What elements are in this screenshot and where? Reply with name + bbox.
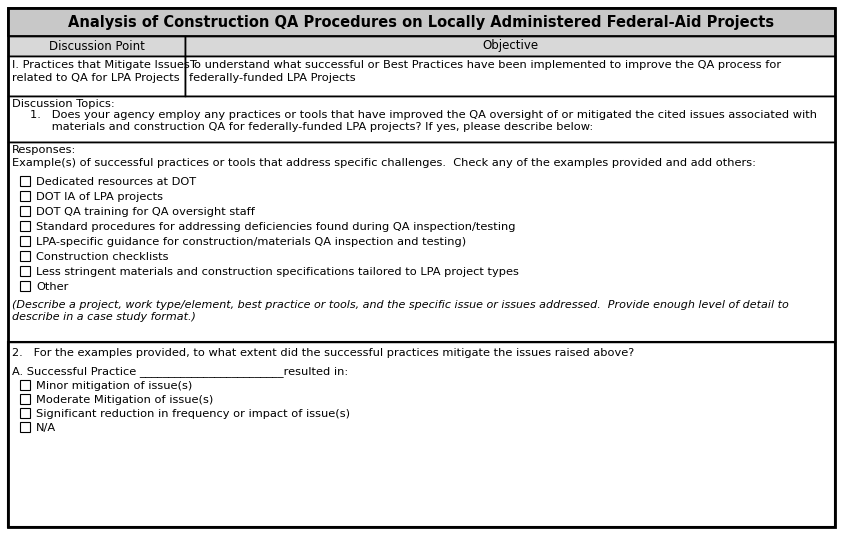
Text: 1.   Does your agency employ any practices or tools that have improved the QA ov: 1. Does your agency employ any practices… <box>30 110 817 120</box>
Text: To understand what successful or Best Practices have been implemented to improve: To understand what successful or Best Pr… <box>189 60 781 83</box>
Text: LPA-specific guidance for construction/materials QA inspection and testing): LPA-specific guidance for construction/m… <box>36 237 466 247</box>
Text: Objective: Objective <box>482 39 538 52</box>
Text: Moderate Mitigation of issue(s): Moderate Mitigation of issue(s) <box>36 395 213 405</box>
Bar <box>8 96 835 142</box>
Bar <box>20 394 30 404</box>
Bar <box>20 408 30 418</box>
Text: Dedicated resources at DOT: Dedicated resources at DOT <box>36 177 196 187</box>
Bar <box>8 36 185 56</box>
Bar <box>8 56 185 96</box>
Bar <box>8 8 835 36</box>
Bar <box>20 281 30 291</box>
Text: Example(s) of successful practices or tools that address specific challenges.  C: Example(s) of successful practices or to… <box>12 158 756 168</box>
Bar <box>8 142 835 342</box>
Text: Minor mitigation of issue(s): Minor mitigation of issue(s) <box>36 381 192 391</box>
Text: N/A: N/A <box>36 423 56 433</box>
Bar <box>20 206 30 216</box>
Text: Significant reduction in frequency or impact of issue(s): Significant reduction in frequency or im… <box>36 409 350 419</box>
Text: Standard procedures for addressing deficiencies found during QA inspection/testi: Standard procedures for addressing defic… <box>36 222 516 232</box>
Bar <box>20 266 30 276</box>
Bar <box>20 176 30 186</box>
Bar <box>185 56 835 96</box>
Bar <box>20 422 30 432</box>
Bar <box>20 380 30 390</box>
Text: Less stringent materials and construction specifications tailored to LPA project: Less stringent materials and constructio… <box>36 267 519 277</box>
Bar <box>20 221 30 231</box>
Text: (Describe a project, work type/element, best practice or tools, and the specific: (Describe a project, work type/element, … <box>12 300 789 310</box>
Text: 2.   For the examples provided, to what extent did the successful practices miti: 2. For the examples provided, to what ex… <box>12 348 634 358</box>
Text: DOT IA of LPA projects: DOT IA of LPA projects <box>36 192 163 202</box>
Text: I. Practices that Mitigate Issues
related to QA for LPA Projects: I. Practices that Mitigate Issues relate… <box>12 60 190 83</box>
Text: Analysis of Construction QA Procedures on Locally Administered Federal-Aid Proje: Analysis of Construction QA Procedures o… <box>68 14 775 29</box>
Text: Discussion Point: Discussion Point <box>49 39 144 52</box>
Bar <box>20 191 30 201</box>
Text: Discussion Topics:: Discussion Topics: <box>12 99 115 109</box>
Text: DOT QA training for QA oversight staff: DOT QA training for QA oversight staff <box>36 207 255 217</box>
Text: Construction checklists: Construction checklists <box>36 252 169 262</box>
Text: Other: Other <box>36 282 68 292</box>
Bar <box>185 36 835 56</box>
Text: describe in a case study format.): describe in a case study format.) <box>12 312 196 322</box>
Bar <box>20 251 30 261</box>
Bar <box>8 342 835 527</box>
Bar <box>20 236 30 246</box>
Text: A. Successful Practice _________________________resulted in:: A. Successful Practice _________________… <box>12 366 348 377</box>
Text: Responses:: Responses: <box>12 145 77 155</box>
Text: materials and construction QA for federally-funded LPA projects? If yes, please : materials and construction QA for federa… <box>30 122 593 132</box>
